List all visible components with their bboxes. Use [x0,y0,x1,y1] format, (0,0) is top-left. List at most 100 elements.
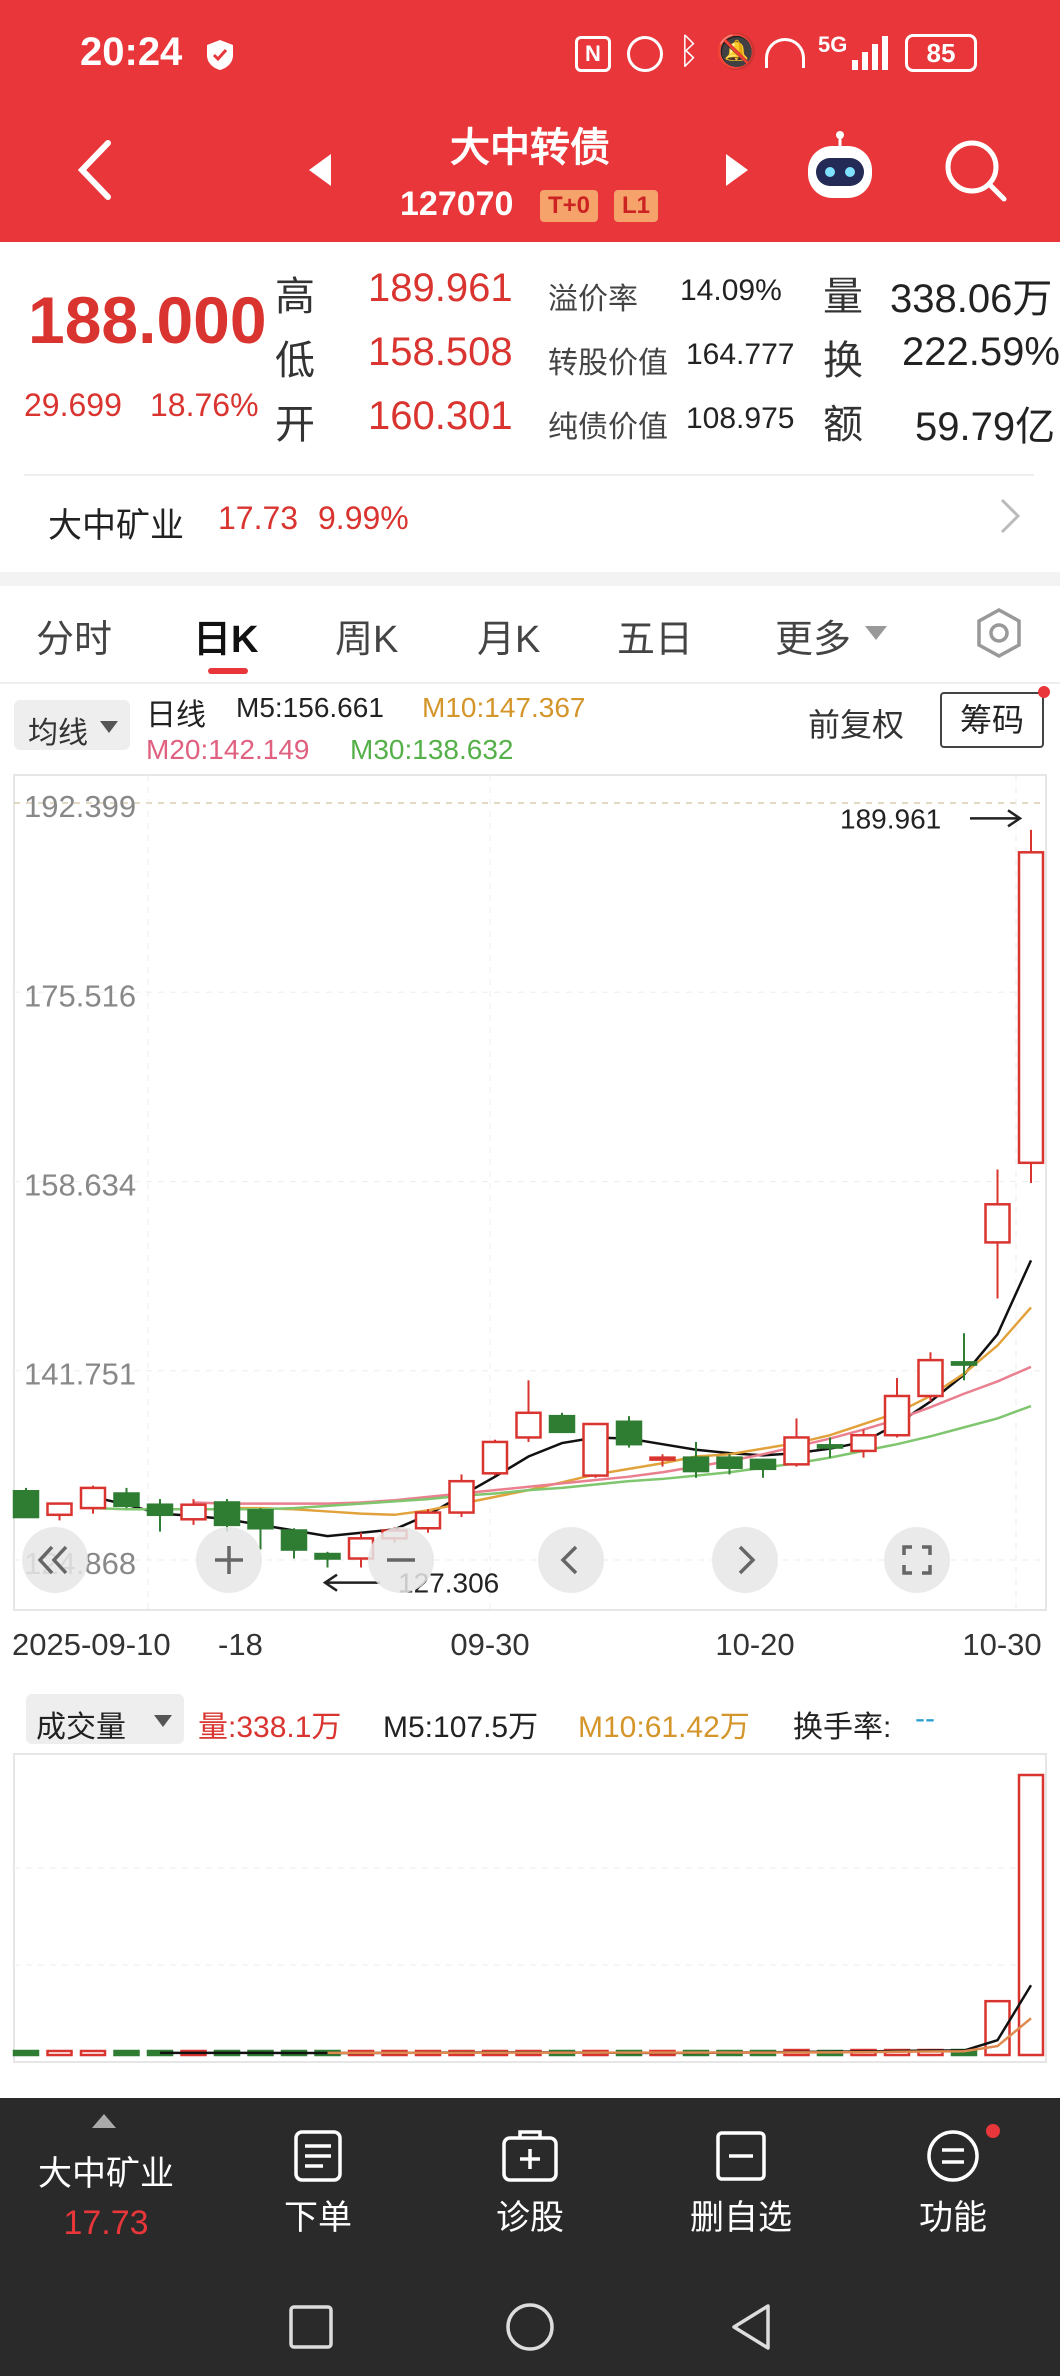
battery-icon: 85 [905,34,977,72]
notification-dot [1038,686,1050,698]
x-tick-label: 10-20 [715,1627,794,1662]
scroll-left-fast-button[interactable] [22,1527,88,1593]
status-time: 20:24 [80,30,183,74]
diagnose-icon[interactable] [500,2128,560,2189]
nav-order[interactable]: 下单 [284,2199,352,2237]
system-home-button[interactable] [505,2302,555,2357]
low-label: 低 [275,339,315,383]
tab-daily-k[interactable]: 日K [193,619,259,661]
open-value: 160.301 [368,394,513,438]
ma20-value: M20:142.149 [146,734,310,765]
price-change: 29.699 [24,387,122,423]
turnover-value: 222.59% [902,330,1060,374]
turnover-rate-label: 换手率: [793,1711,892,1744]
tabs-divider [0,682,1060,684]
volume-label: 量 [823,275,863,319]
system-recent-button[interactable] [288,2304,334,2355]
candlestick-chart[interactable]: 192.399175.516158.634141.751124.868189.9… [0,770,1060,1670]
premium-value: 14.09% [680,274,782,307]
scroll-right-button[interactable] [712,1527,778,1593]
hotspot-icon [765,38,805,68]
indicator-select[interactable]: 均线 [14,700,130,750]
conv-value: 164.777 [686,338,795,371]
y-tick-label: 141.751 [24,1357,136,1392]
indicator-label: 均线 [28,717,88,750]
candle [280,1528,308,1559]
tag-t0: T+0 [540,190,599,222]
ma5-value: M5:156.661 [236,692,384,723]
function-icon[interactable] [925,2128,981,2189]
candle [247,1508,274,1550]
fullscreen-button[interactable] [884,1527,950,1593]
active-tab-indicator [208,668,248,674]
last-price: 188.000 [28,283,267,357]
candle [816,1437,844,1458]
nav-diagnose[interactable]: 诊股 [496,2199,564,2237]
back-button[interactable] [70,135,120,205]
volume-m5: M5:107.5万 [383,1711,539,1744]
price-change-pct: 18.76% [150,387,259,423]
arrow-right-icon [970,809,1023,828]
candle [481,1439,509,1476]
next-bond-button[interactable] [722,152,752,193]
x-tick-label: 10-30 [962,1627,1041,1662]
settings-hex-icon[interactable] [972,606,1026,665]
volume-chart[interactable] [0,1750,1060,2070]
bluetooth-icon: ᛒ [678,30,700,71]
candle [548,1412,576,1434]
zoom-out-button[interactable] [368,1527,434,1593]
candle [682,1441,710,1478]
search-icon[interactable] [940,135,1010,205]
remove-watchlist-icon[interactable] [713,2128,769,2189]
candle [12,1487,40,1519]
nav-remove-watchlist[interactable]: 删自选 [690,2199,792,2237]
zoom-in-button[interactable] [196,1527,262,1593]
candle [113,1487,140,1509]
volume-indicator-select[interactable]: 成交量 [26,1694,184,1744]
candle [582,1422,609,1478]
tab-more[interactable]: 更多 [775,619,852,661]
high-label: 高 [275,275,315,319]
tab-five-day[interactable]: 五日 [617,619,694,661]
amount-value: 59.79亿 [915,405,1056,449]
order-icon[interactable] [290,2128,346,2189]
volume-bar [12,2049,40,2057]
adjust-mode[interactable]: 前复权 [808,707,905,743]
volume-value: 量:338.1万 [198,1711,342,1744]
network-label: 5G [818,32,848,57]
related-stock-row[interactable]: 大中矿业 17.73 9.99% [0,478,1060,562]
related-stock-pct: 9.99% [318,500,409,536]
related-stock-name: 大中矿业 [48,507,184,545]
volume-bar [79,2049,107,2057]
scroll-left-button[interactable] [538,1527,604,1593]
candle [79,1485,107,1514]
robot-assistant-icon[interactable] [800,130,880,210]
chips-button[interactable]: 筹码 [940,692,1044,748]
candle [850,1429,877,1458]
candle [146,1499,174,1532]
arrow-left-icon [322,1573,380,1592]
tab-intraday[interactable]: 分时 [36,619,113,661]
bottom-nav: 大中矿业 17.73 下单 诊股 删自选 功能 [0,2098,1060,2376]
tab-weekly-k[interactable]: 周K [335,619,399,661]
caret-down-icon [154,1714,172,1732]
y-tick-label: 158.634 [24,1167,136,1202]
related-stock-price: 17.73 [218,500,299,536]
alarm-icon [627,36,663,72]
candle [649,1454,676,1467]
system-back-button[interactable] [728,2302,774,2357]
x-tick-label: 2025-09-10 [12,1627,171,1662]
volume-label: 成交量 [36,1711,126,1744]
volume-ma10-line [327,2017,1032,2055]
candle [917,1352,944,1402]
nav-function[interactable]: 功能 [919,2199,987,2237]
signal-icon [850,34,890,70]
nav-stock-name[interactable]: 大中矿业 [38,2155,174,2193]
candle [615,1416,643,1448]
volume-bar [46,2049,73,2057]
y-tick-label: 192.399 [24,789,136,824]
tab-monthly-k[interactable]: 月K [477,619,541,661]
candle [1017,829,1045,1183]
prev-bond-button[interactable] [305,152,335,193]
page-title: 大中转债 [450,126,610,170]
